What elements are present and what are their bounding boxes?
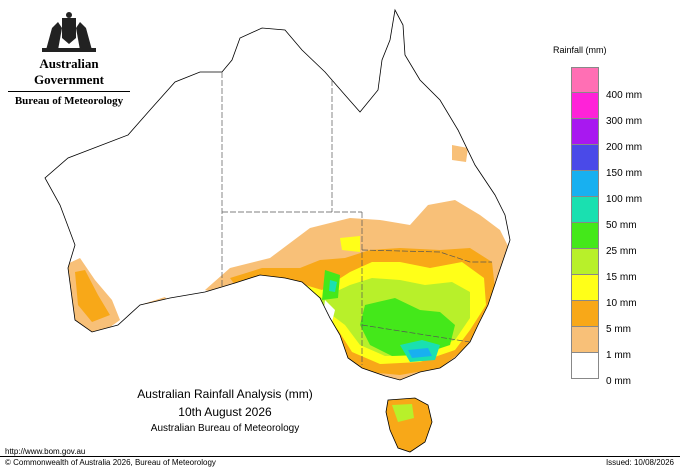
state-borders	[221, 72, 492, 365]
legend-label: 400 mm	[606, 90, 643, 101]
legend-label: 150 mm	[606, 168, 643, 179]
legend-labels: 400 mm 300 mm 200 mm 150 mm 100 mm 50 mm 25 mm…	[606, 88, 642, 400]
legend-label: 5 mm	[606, 324, 631, 335]
map-title: Australian Rainfall Analysis (mm)	[137, 387, 313, 401]
legend-label: 25 mm	[606, 246, 637, 257]
commonwealth-coat-of-arms-icon	[42, 12, 96, 52]
rainfall-100mm-area	[408, 348, 432, 358]
legend-swatch	[571, 353, 599, 379]
legend-swatch	[571, 301, 599, 327]
legend-swatch	[571, 249, 599, 275]
government-name: Australian Government	[8, 56, 130, 92]
legend-swatch	[571, 119, 599, 145]
legend-swatch	[571, 145, 599, 171]
legend-title: Rainfall (mm)	[553, 45, 607, 55]
legend-swatch	[571, 67, 599, 93]
legend-label: 15 mm	[606, 272, 637, 283]
legend-swatch	[571, 93, 599, 119]
government-branding: Australian Government Bureau of Meteorol…	[8, 10, 130, 107]
website-link[interactable]: http://www.bom.gov.au	[5, 447, 86, 456]
legend-swatch	[571, 171, 599, 197]
map-date: 10th August 2026	[178, 405, 272, 419]
legend	[571, 67, 599, 379]
legend-label: 1 mm	[606, 350, 631, 361]
legend-swatch	[571, 275, 599, 301]
tasmania-wet-area	[392, 404, 414, 422]
legend-swatch	[571, 223, 599, 249]
legend-label: 200 mm	[606, 142, 643, 153]
legend-label: 50 mm	[606, 220, 637, 231]
map-organisation: Australian Bureau of Meteorology	[150, 423, 300, 434]
coastline	[44, 8, 511, 381]
copyright: © Commonwealth of Australia 2026, Bureau…	[5, 458, 216, 467]
agency-name: Bureau of Meteorology	[14, 95, 124, 107]
legend-label: 0 mm	[606, 376, 631, 387]
legend-swatch	[571, 197, 599, 223]
footer-divider	[0, 456, 680, 457]
legend-label: 10 mm	[606, 298, 637, 309]
issued-date: Issued: 10/08/2026	[605, 458, 674, 467]
legend-label: 100 mm	[606, 194, 643, 205]
legend-label: 300 mm	[606, 116, 643, 127]
legend-swatch	[571, 327, 599, 353]
spencer-gulf	[305, 290, 322, 322]
